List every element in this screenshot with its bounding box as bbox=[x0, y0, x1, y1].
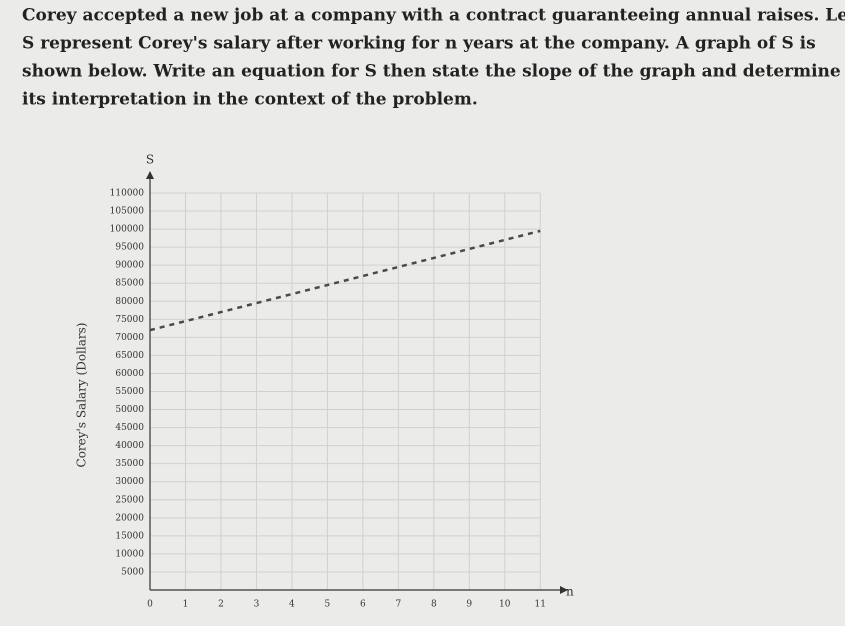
y-tick-label: 70000 bbox=[115, 333, 144, 343]
x-tick-label: 4 bbox=[289, 600, 295, 610]
problem-line: its interpretation in the context of the… bbox=[22, 90, 478, 110]
y-tick-label: 60000 bbox=[115, 369, 144, 379]
arrow bbox=[560, 586, 568, 594]
x-tick-label: 11 bbox=[535, 600, 546, 610]
x-tick-label: 6 bbox=[360, 600, 366, 610]
x-tick-label: 10 bbox=[499, 600, 511, 610]
problem-line: Corey accepted a new job at a company wi… bbox=[22, 6, 845, 26]
x-tick-label: 3 bbox=[254, 600, 260, 610]
y-tick-label: 90000 bbox=[115, 261, 144, 271]
y-tick-label: 95000 bbox=[115, 243, 144, 253]
y-tick-label: 5000 bbox=[121, 567, 144, 577]
y-tick-label: 15000 bbox=[115, 531, 144, 541]
y-tick-label: 65000 bbox=[115, 351, 144, 361]
problem-line: S represent Corey's salary after working… bbox=[22, 34, 816, 54]
y-tick-label: 35000 bbox=[115, 459, 144, 469]
data-line bbox=[149, 229, 541, 332]
y-axis-name: S bbox=[146, 153, 154, 167]
y-tick-label: 40000 bbox=[115, 441, 144, 451]
y-tick-label: 25000 bbox=[115, 495, 144, 505]
x-tick-label: 7 bbox=[395, 600, 401, 610]
x-tick-label: 9 bbox=[466, 600, 472, 610]
y-tick-label: 20000 bbox=[115, 513, 144, 523]
y-axis-label: Corey's Salary (Dollars) bbox=[75, 323, 89, 468]
y-tick-label: 30000 bbox=[115, 477, 144, 487]
x-axis-name: n bbox=[566, 585, 574, 599]
arrow bbox=[146, 171, 154, 179]
x-tick-label: 5 bbox=[325, 600, 331, 610]
y-tick-label: 50000 bbox=[115, 405, 144, 415]
x-tick-label: 1 bbox=[183, 600, 189, 610]
y-tick-label: 80000 bbox=[115, 297, 144, 307]
y-tick-label: 55000 bbox=[115, 387, 144, 397]
y-tick-label: 105000 bbox=[110, 207, 145, 217]
y-tick-label: 75000 bbox=[115, 315, 144, 325]
x-tick-label: 8 bbox=[431, 600, 437, 610]
y-tick-label: 10000 bbox=[115, 549, 144, 559]
y-tick-label: 100000 bbox=[110, 225, 145, 235]
problem-line: shown below. Write an equation for S the… bbox=[22, 62, 841, 82]
x-tick-label: 0 bbox=[147, 600, 153, 610]
y-tick-label: 110000 bbox=[110, 189, 145, 199]
y-tick-label: 45000 bbox=[115, 423, 144, 433]
y-tick-label: 85000 bbox=[115, 279, 144, 289]
x-tick-label: 2 bbox=[218, 600, 224, 610]
